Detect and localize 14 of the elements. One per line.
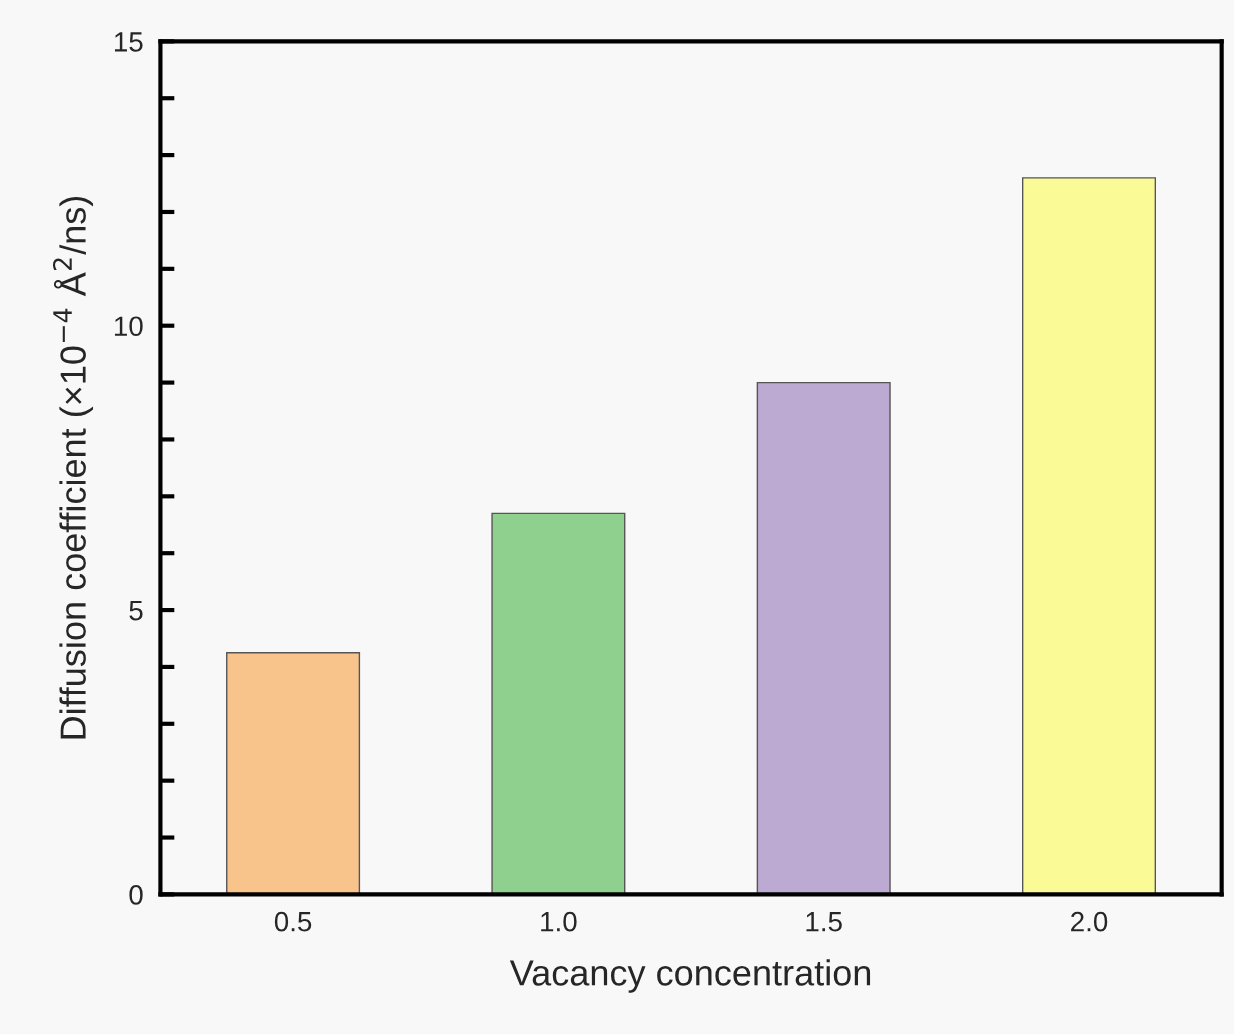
x-tick-label: 0.5 (274, 911, 312, 932)
bar (491, 512, 626, 895)
x-tick-label: 1.0 (541, 911, 577, 932)
x-tick-label: 2.0 (1071, 911, 1108, 932)
y-tick-label: 0 (129, 885, 143, 905)
bar (756, 381, 891, 895)
y-tick-label: 10 (114, 316, 143, 337)
y-axis-title: Diffusion coefficient (×10$^{−4}$ Å$^{2}$/ns) (52, 196, 94, 739)
bar (1021, 177, 1157, 895)
y-tick-label: 5 (129, 601, 143, 621)
bar (226, 652, 361, 895)
x-axis-title: Vacancy concentration (509, 959, 871, 993)
x-tick-label: 1.5 (806, 912, 842, 932)
y-tick-label: 15 (114, 32, 143, 52)
